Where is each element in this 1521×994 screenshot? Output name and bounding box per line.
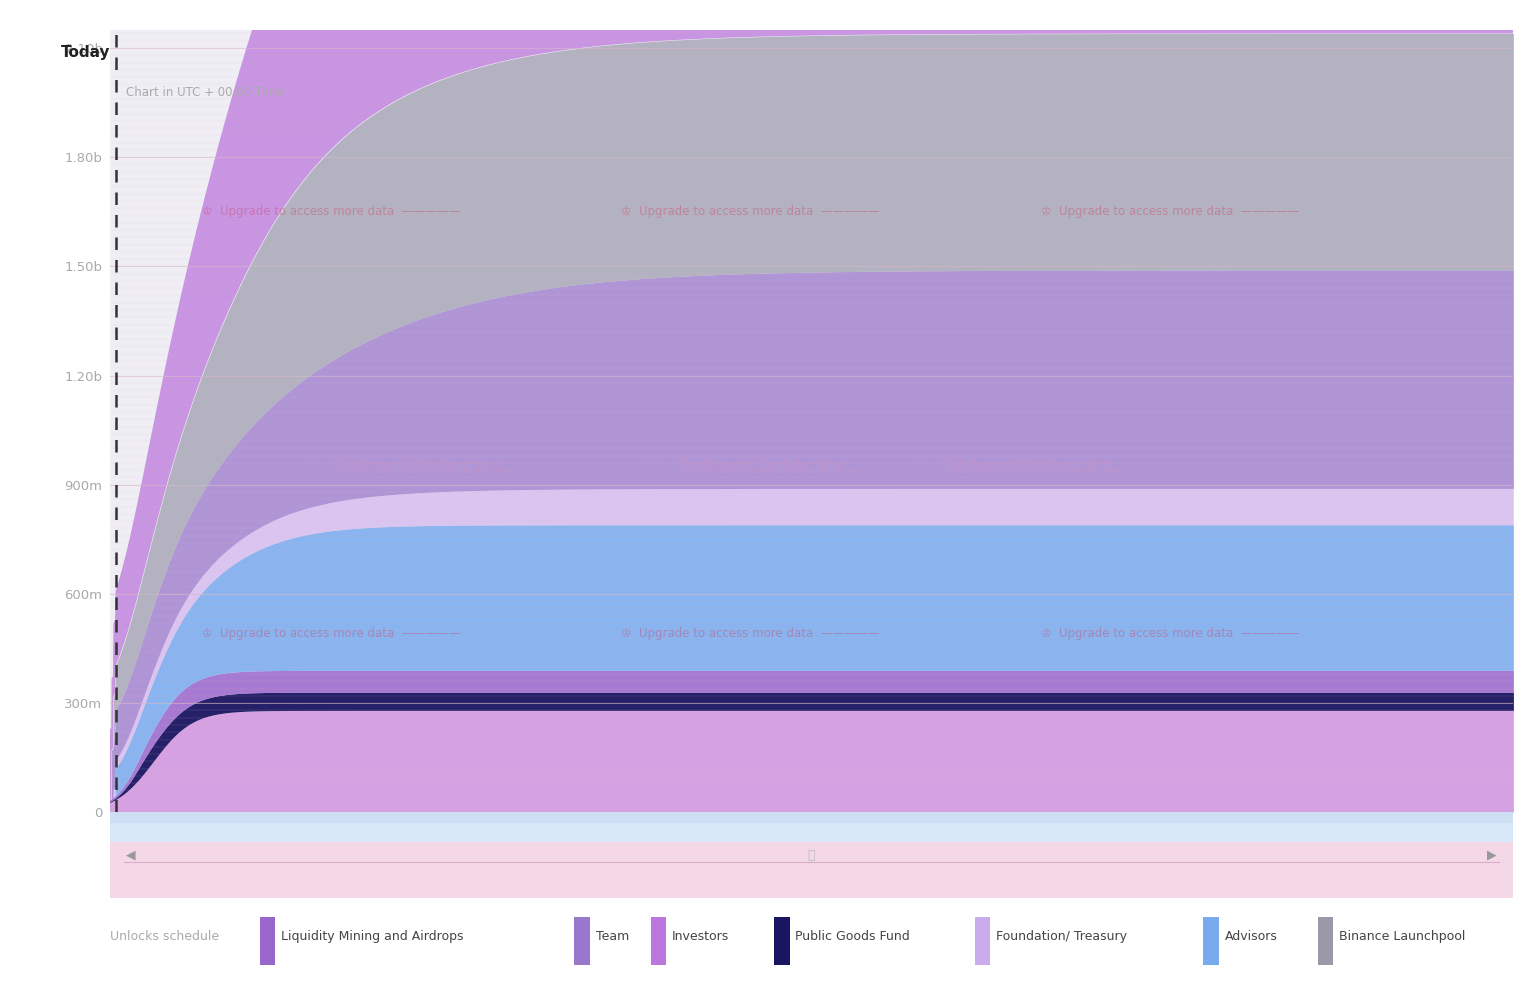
Text: 🔓  TokenUnlocks.: 🔓 TokenUnlocks. <box>646 456 855 476</box>
Text: Foundation/ Treasury: Foundation/ Treasury <box>996 930 1127 943</box>
Bar <box>110 842 1513 899</box>
Text: Liquidity Mining and Airdrops: Liquidity Mining and Airdrops <box>281 930 464 943</box>
Text: Today: Today <box>61 46 111 61</box>
Text: ♔  Upgrade to access more data  —————: ♔ Upgrade to access more data ————— <box>201 206 459 219</box>
Text: Team: Team <box>596 930 628 943</box>
Text: Advisors: Advisors <box>1224 930 1278 943</box>
Text: ◀: ◀ <box>126 849 135 862</box>
Bar <box>1203 917 1218 965</box>
Text: Investors: Investors <box>672 930 729 943</box>
Text: 🔓  TokenUnlocks.: 🔓 TokenUnlocks. <box>914 456 1121 476</box>
Text: Chart in UTC + 00:00 Time: Chart in UTC + 00:00 Time <box>126 86 284 99</box>
Text: ♔  Upgrade to access more data  —————: ♔ Upgrade to access more data ————— <box>621 627 879 640</box>
Text: ♔  Upgrade to access more data  —————: ♔ Upgrade to access more data ————— <box>1040 206 1299 219</box>
Bar <box>774 917 789 965</box>
Text: Unlocks schedule: Unlocks schedule <box>110 930 219 943</box>
Text: Public Goods Fund: Public Goods Fund <box>795 930 910 943</box>
Text: ⏸: ⏸ <box>808 849 815 862</box>
Bar <box>651 917 666 965</box>
Bar <box>975 917 990 965</box>
Text: 🔓  TokenUnlocks.: 🔓 TokenUnlocks. <box>303 456 511 476</box>
Text: ▶: ▶ <box>1488 849 1497 862</box>
Text: ♔  Upgrade to access more data  —————: ♔ Upgrade to access more data ————— <box>621 206 879 219</box>
Bar <box>260 917 275 965</box>
Bar <box>575 917 590 965</box>
Bar <box>110 812 1513 842</box>
Bar <box>110 812 1513 823</box>
Text: Binance Launchpool: Binance Launchpool <box>1338 930 1465 943</box>
Text: ♔  Upgrade to access more data  —————: ♔ Upgrade to access more data ————— <box>201 627 459 640</box>
Bar <box>1317 917 1332 965</box>
Text: ♔  Upgrade to access more data  —————: ♔ Upgrade to access more data ————— <box>1040 627 1299 640</box>
